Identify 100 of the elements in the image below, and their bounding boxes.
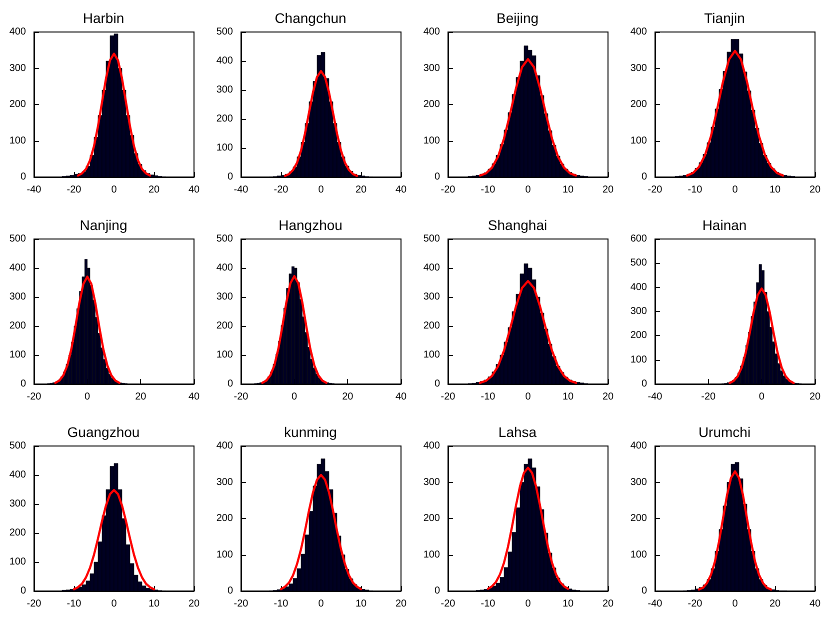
y-tick-label: 100 [630, 135, 648, 146]
y-tick-label: 100 [630, 354, 648, 366]
x-tick-label: 20 [355, 184, 367, 196]
x-tick-label: 20 [135, 392, 147, 402]
chart-title: Shanghai [488, 217, 548, 233]
y-tick-label: 300 [9, 292, 26, 302]
x-tick-label: 20 [148, 184, 160, 196]
x-tick-label: 20 [342, 392, 354, 402]
y-tick-label: 300 [423, 62, 440, 74]
y-tick-label: 200 [630, 330, 648, 342]
y-tick-label: 200 [423, 320, 440, 332]
x-tick-label: -10 [480, 392, 496, 402]
x-tick-label: 40 [395, 184, 407, 196]
x-tick-label: -20 [648, 184, 663, 196]
y-tick-label: 300 [630, 62, 648, 74]
x-tick-label: 10 [148, 598, 160, 610]
x-tick-label: -10 [274, 598, 289, 610]
y-tick-label: 400 [9, 470, 26, 480]
x-tick-label: -20 [440, 184, 456, 196]
y-tick-label: 200 [216, 114, 234, 124]
y-tick-label: 100 [630, 549, 648, 560]
y-tick-label: 400 [423, 440, 440, 452]
y-tick-label: 200 [216, 320, 234, 332]
y-tick-label: 500 [630, 258, 648, 269]
x-tick-label: 40 [188, 392, 200, 402]
y-tick-label: 500 [9, 440, 26, 452]
y-tick-label: 100 [9, 350, 26, 360]
y-tick-label: 100 [423, 135, 440, 146]
y-tick-label: 300 [216, 292, 234, 302]
y-tick-label: 0 [434, 172, 440, 182]
x-tick-label: 0 [525, 184, 532, 196]
x-tick-label: -20 [440, 598, 456, 610]
x-tick-label: -20 [234, 392, 249, 402]
x-tick-label: -20 [274, 184, 289, 196]
x-tick-label: -10 [480, 598, 496, 610]
chart-title: Guangzhou [67, 424, 140, 440]
y-tick-label: 0 [434, 586, 440, 596]
y-tick-label: 200 [9, 99, 26, 110]
x-tick-label: 20 [769, 598, 781, 610]
y-tick-label: 300 [9, 62, 26, 74]
y-tick-label: 200 [630, 99, 648, 110]
x-tick-label: 0 [318, 598, 324, 610]
y-tick-label: 100 [216, 350, 234, 360]
y-tick-label: 400 [216, 56, 234, 66]
x-tick-label: 40 [188, 184, 200, 196]
chart-title: Harbin [82, 10, 124, 26]
y-tick-label: 100 [216, 142, 234, 154]
chart-title: Changchun [274, 10, 346, 26]
y-tick-label: 100 [216, 549, 234, 560]
y-tick-label: 0 [641, 378, 648, 390]
y-tick-label: 0 [227, 586, 234, 596]
x-tick-label: -20 [688, 598, 703, 610]
x-tick-label: 20 [809, 184, 821, 196]
x-tick-label: 10 [562, 598, 574, 610]
x-tick-label: 40 [395, 392, 407, 402]
y-tick-label: 400 [423, 26, 440, 38]
x-tick-label: -20 [26, 598, 42, 610]
y-tick-label: 100 [9, 556, 26, 568]
y-tick-label: 400 [216, 440, 234, 452]
x-tick-label: -10 [480, 184, 496, 196]
x-tick-label: -20 [701, 392, 716, 402]
x-tick-label: 0 [111, 184, 118, 196]
y-tick-label: 400 [630, 282, 648, 293]
y-tick-label: 400 [630, 26, 648, 38]
x-tick-label: 40 [809, 598, 821, 610]
x-tick-label: -20 [26, 392, 42, 402]
y-tick-label: 100 [9, 135, 26, 146]
x-tick-label: 20 [809, 392, 821, 402]
x-tick-label: 0 [732, 184, 738, 196]
y-tick-label: 200 [216, 513, 234, 524]
x-tick-label: 0 [525, 392, 532, 402]
chart-title: Beijing [496, 10, 539, 26]
x-tick-label: 10 [562, 184, 574, 196]
y-tick-label: 300 [423, 292, 440, 302]
y-tick-label: 400 [423, 262, 440, 274]
x-tick-label: 10 [562, 392, 574, 402]
y-tick-label: 0 [20, 378, 26, 390]
y-tick-label: 0 [641, 586, 648, 596]
y-tick-label: 200 [630, 513, 648, 524]
y-tick-label: 400 [9, 262, 26, 274]
x-tick-label: 10 [355, 598, 367, 610]
x-tick-label: -10 [688, 184, 703, 196]
y-tick-label: 300 [216, 476, 234, 488]
y-tick-label: 300 [630, 306, 648, 317]
chart-title: Hainan [702, 217, 747, 233]
y-tick-label: 0 [434, 378, 440, 390]
x-tick-label: 0 [732, 598, 738, 610]
y-tick-label: 400 [9, 26, 26, 38]
x-tick-label: -20 [66, 184, 82, 196]
y-tick-label: 200 [9, 528, 26, 538]
x-tick-label: 0 [84, 392, 91, 402]
x-tick-label: -20 [234, 598, 249, 610]
y-tick-label: 200 [9, 320, 26, 332]
y-tick-label: 500 [216, 26, 234, 38]
chart-title: kunming [284, 424, 337, 440]
y-tick-label: 400 [630, 440, 648, 452]
x-tick-label: -40 [648, 598, 663, 610]
y-tick-label: 200 [423, 99, 440, 110]
y-tick-label: 500 [423, 234, 440, 244]
y-tick-label: 0 [227, 172, 234, 182]
